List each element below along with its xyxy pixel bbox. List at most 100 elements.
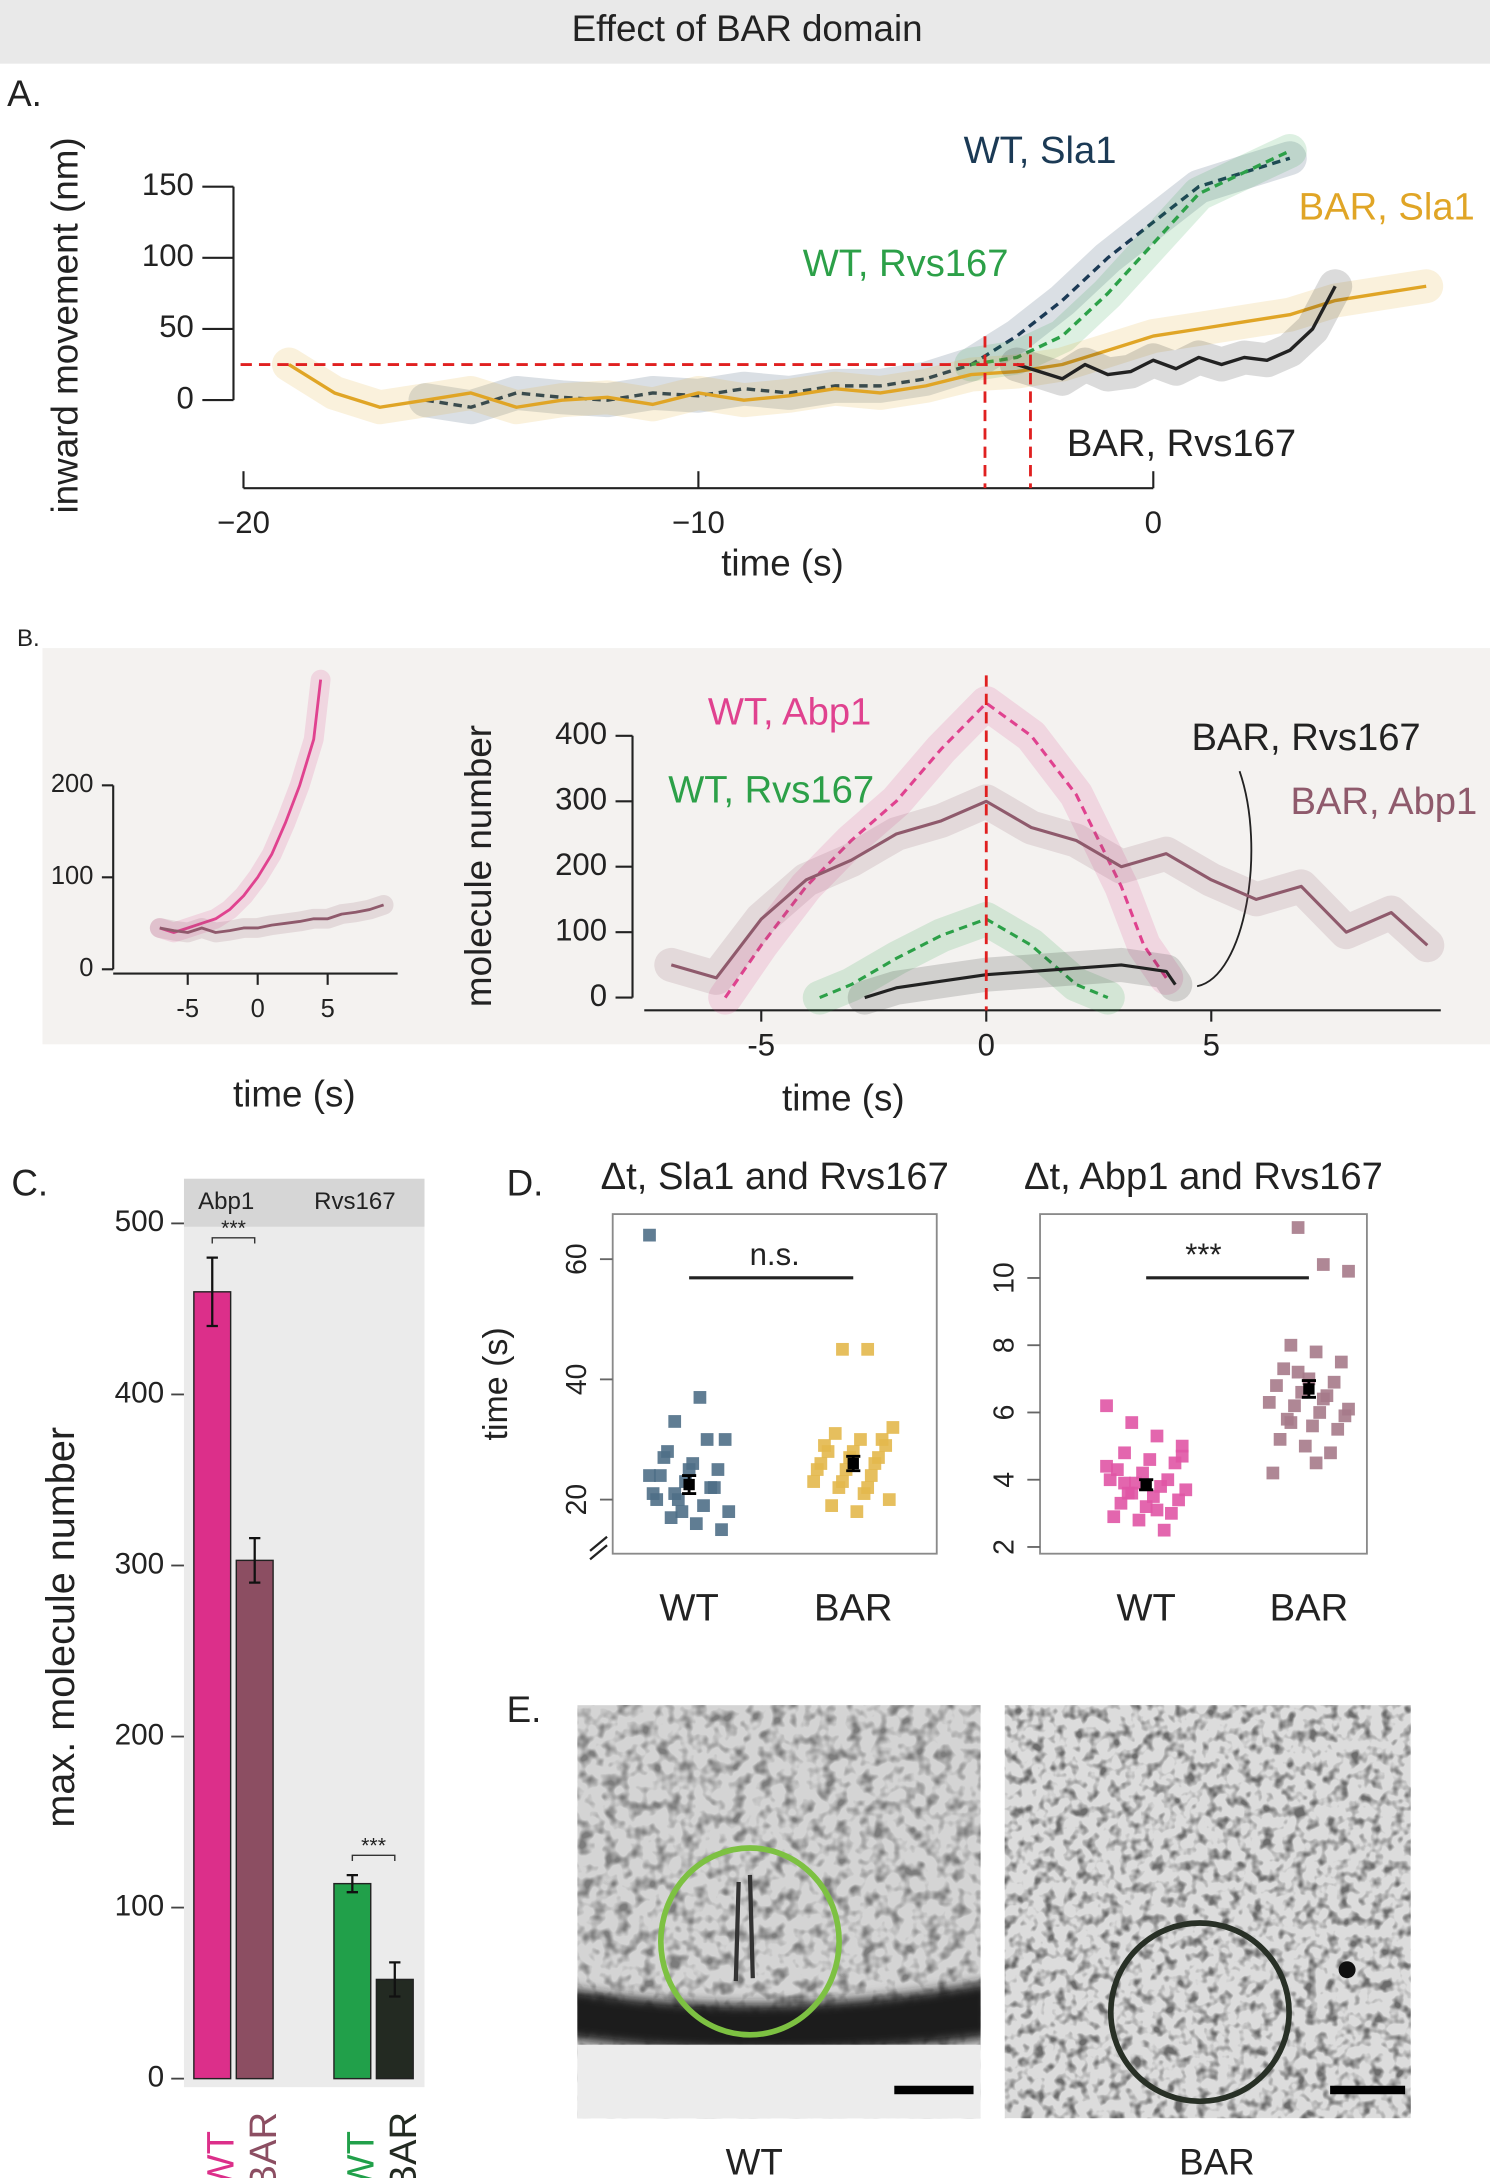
y-tick-label: 20 [560, 1484, 592, 1515]
error-band [954, 134, 1307, 382]
data-line [159, 903, 385, 934]
panel-background [42, 648, 1491, 1045]
category-label: WT [659, 1586, 718, 1629]
y-axis-label: time (s) [477, 1327, 515, 1440]
data-point [643, 1228, 656, 1242]
y-tick-label: 200 [51, 770, 94, 798]
significance-label: *** [221, 1217, 246, 1240]
data-point [1309, 1456, 1323, 1470]
data-point [1143, 1453, 1157, 1466]
data-point [722, 1505, 736, 1518]
x-tick-label: −20 [217, 505, 270, 540]
data-point [1277, 1362, 1291, 1376]
y-tick-label: 500 [115, 1205, 165, 1238]
data-point [1147, 1490, 1160, 1503]
data-point [1175, 1439, 1189, 1453]
data-point [689, 1517, 703, 1531]
mean-marker [847, 1457, 859, 1470]
data-point [1100, 1399, 1113, 1413]
x-axis-label: time (s) [782, 1078, 905, 1119]
data-point [675, 1505, 689, 1518]
data-point [1132, 1513, 1146, 1527]
annotation: *** [1185, 1237, 1221, 1272]
y-tick-label: 300 [115, 1547, 165, 1580]
data-point [1288, 1399, 1301, 1413]
data-point [1157, 1523, 1171, 1537]
x-tick-label: −10 [672, 505, 725, 540]
data-point [697, 1499, 710, 1512]
bar [235, 1559, 274, 2080]
data-point [653, 1469, 667, 1482]
data-point [882, 1493, 896, 1506]
series-label: WT, Sla1 [964, 129, 1117, 172]
data-point [1107, 1510, 1121, 1524]
category-label: WT [1116, 1586, 1175, 1629]
data-point [1150, 1429, 1164, 1443]
axis-break [589, 1535, 608, 1561]
x-tick-label: 0 [978, 1027, 995, 1062]
series-label: BAR, Abp1 [1290, 780, 1477, 823]
significance-label: *** [361, 1834, 386, 1857]
category-label: BAR [382, 2112, 425, 2178]
y-tick-label: 0 [590, 978, 607, 1013]
y-tick-label: 6 [988, 1405, 1020, 1421]
x-tick-label: 5 [1203, 1027, 1220, 1062]
y-tick-label: 2 [988, 1539, 1020, 1555]
y-tick-label: 10 [988, 1262, 1020, 1293]
figure-title: Effect of BAR domain [572, 8, 923, 49]
y-tick-label: 100 [142, 238, 194, 273]
data-point [1114, 1496, 1128, 1510]
data-point [861, 1481, 875, 1494]
data-point [875, 1433, 889, 1446]
data-point [643, 1469, 656, 1482]
label-pointer [1196, 770, 1253, 988]
y-tick-label: 100 [555, 912, 607, 947]
data-point [711, 1463, 725, 1476]
series-label: WT, Rvs167 [803, 242, 1009, 285]
y-tick-label: 300 [555, 781, 607, 816]
data-point [1150, 1503, 1164, 1517]
highlight-circle [1107, 1920, 1292, 2105]
data-point [1291, 1221, 1305, 1234]
data-point [1302, 1372, 1316, 1386]
data-point [682, 1463, 696, 1476]
y-tick-label: 100 [115, 1889, 165, 1922]
data-line [723, 701, 1168, 999]
chart-title: Δt, Sla1 and Rvs167 [601, 1155, 949, 1198]
micrograph [577, 1705, 981, 2119]
chart-title: Δt, Abp1 and Rvs167 [1024, 1155, 1383, 1198]
y-axis-label: molecule number [458, 725, 499, 1007]
micrograph-caption: WT [726, 2142, 783, 2178]
y-tick-label: 60 [560, 1243, 592, 1274]
error-bar [249, 1536, 261, 1584]
data-point [861, 1342, 875, 1356]
data-point [707, 1481, 721, 1494]
data-point [1154, 1480, 1167, 1493]
y-tick-label: 50 [159, 309, 194, 344]
data-point [718, 1433, 732, 1446]
data-point [1136, 1466, 1149, 1480]
data-point [1118, 1446, 1131, 1460]
panel-label: A. [7, 73, 42, 114]
mean-marker [683, 1478, 695, 1491]
data-point [825, 1499, 839, 1512]
data-point [854, 1433, 867, 1446]
x-tick-label: -5 [747, 1027, 775, 1062]
micrograph [1004, 1705, 1411, 2119]
x-tick-label: 0 [1145, 505, 1162, 540]
data-point [818, 1439, 831, 1452]
x-tick-label: 5 [321, 995, 335, 1023]
data-point [1298, 1439, 1312, 1453]
y-tick-label: 200 [555, 847, 607, 882]
membrane [577, 1982, 981, 2052]
series-label: BAR, Rvs167 [1067, 422, 1296, 465]
data-point [715, 1523, 728, 1537]
bar [193, 1291, 232, 2080]
significance-bracket [211, 1237, 256, 1244]
data-point [1284, 1416, 1298, 1429]
tubule [733, 1874, 755, 1982]
scale-bar [894, 2085, 974, 2095]
data-point [1313, 1406, 1327, 1419]
mean-marker [1140, 1479, 1152, 1491]
